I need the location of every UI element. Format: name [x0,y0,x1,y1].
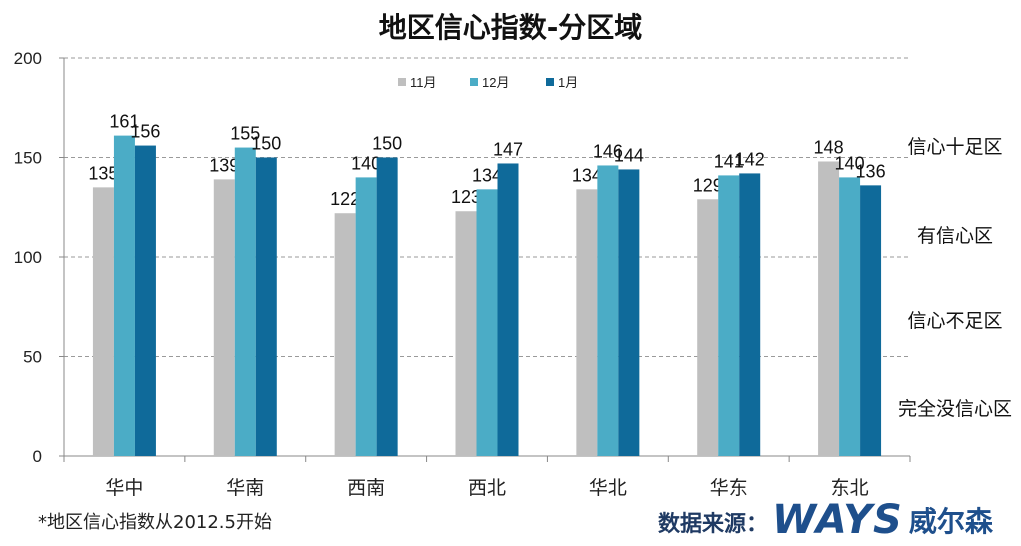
zone-label: 有信心区 [917,225,993,247]
bar [818,161,840,457]
y-tick-label: 100 [14,248,42,267]
data-label: 147 [493,139,523,159]
data-label: 140 [835,153,865,173]
zone-label: 信心不足区 [907,310,1002,332]
data-label: 144 [614,145,644,165]
bar [739,173,761,457]
x-tick-label: 华南 [226,477,264,499]
x-tick-label: 西北 [468,477,506,499]
x-tick-label: 西南 [347,477,385,499]
bar [355,177,377,456]
bar [134,145,156,456]
bar [618,169,640,456]
legend-swatch [546,78,554,86]
bar [597,165,619,456]
y-tick-label: 200 [14,49,42,68]
bar [839,177,861,456]
data-label: 141 [714,151,744,171]
data-label: 139 [209,155,239,175]
x-tick-label: 华中 [105,477,143,499]
footnote: *地区信心指数从2012.5开始 [38,512,272,533]
bar [697,199,719,457]
legend-label: 1月 [558,75,578,90]
y-tick-label: 50 [23,348,42,367]
data-label: 134 [472,165,502,185]
zone-label: 完全没信心区 [898,398,1012,420]
data-label: 150 [372,134,402,154]
data-label: 142 [735,149,765,169]
data-label: 150 [251,134,281,154]
x-tick-label: 华东 [710,477,748,499]
data-label: 136 [856,161,886,181]
data-label: 148 [814,137,844,157]
data-label: 135 [88,163,118,183]
brand-name: 威尔森 [908,505,993,538]
bar [576,189,598,456]
data-label: 123 [451,187,481,207]
y-tick-label: 0 [33,447,42,466]
bar [113,135,135,457]
data-label: 122 [330,189,360,209]
bar [376,157,398,456]
brand: WAYS 威尔森 [772,497,993,543]
data-label: 129 [693,175,723,195]
source-label: 数据来源： [658,512,769,537]
bar [213,179,235,456]
legend-swatch [398,78,406,86]
bar [497,163,519,456]
x-tick-label: 华北 [589,477,627,499]
zone-label: 信心十足区 [907,136,1002,158]
data-label: 155 [230,124,260,144]
bar [718,175,740,456]
data-label: 156 [130,122,160,142]
data-label: 161 [109,112,139,132]
bar [334,213,356,456]
bar [92,187,114,456]
bar [234,147,256,457]
legend-swatch [470,78,478,86]
x-tick-label: 东北 [831,477,869,499]
brand-logo: WAYS [772,497,903,543]
bar [476,189,498,456]
chart-title: 地区信心指数-分区域 [378,11,643,44]
bar [255,157,277,456]
bar [455,211,477,456]
legend-label: 11月 [410,75,437,90]
y-tick-label: 150 [14,149,42,168]
legend-label: 12月 [482,75,509,90]
data-label: 134 [572,165,602,185]
bar [860,185,882,457]
data-label: 146 [593,141,623,161]
data-label: 140 [351,153,381,173]
